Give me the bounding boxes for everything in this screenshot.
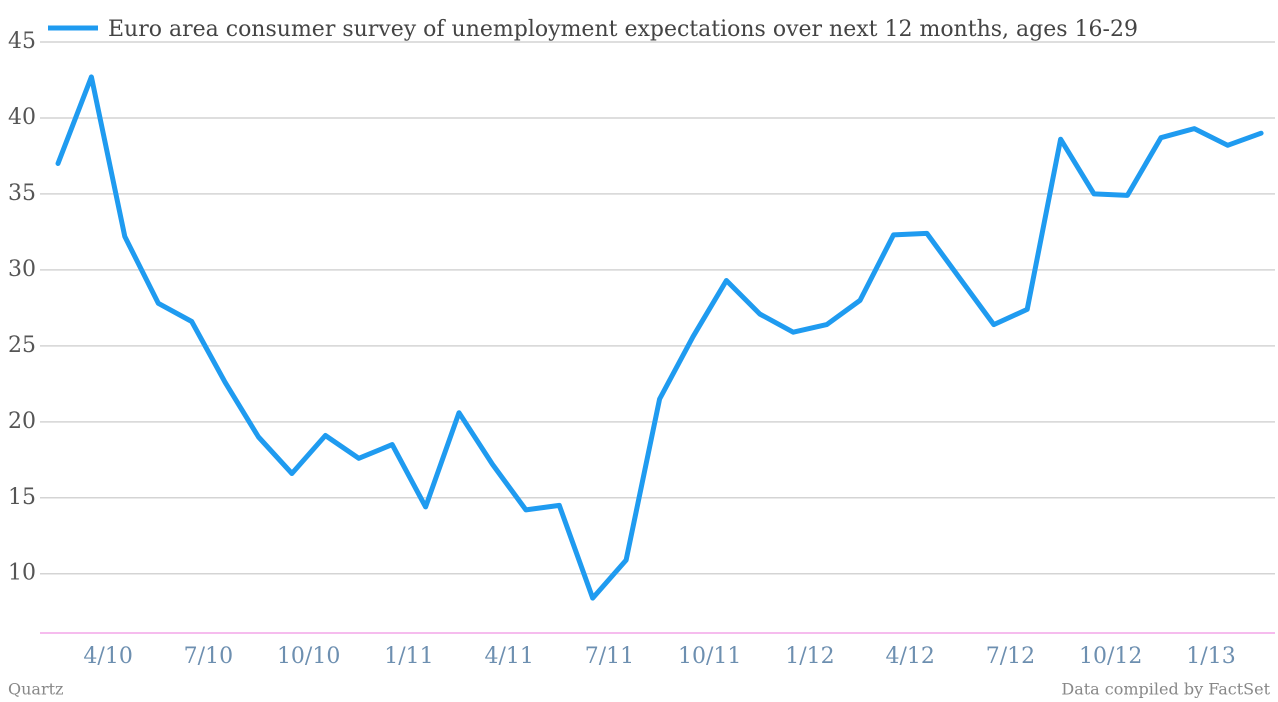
x-tick-label: 10/12: [1079, 644, 1142, 669]
x-tick-label: 4/10: [83, 644, 132, 669]
x-tick-label: 7/11: [585, 644, 634, 669]
y-tick-label: 10: [8, 561, 36, 586]
x-tick-label: 10/10: [277, 644, 340, 669]
y-tick-label: 20: [8, 409, 36, 434]
x-tick-label: 1/12: [785, 644, 834, 669]
y-tick-label: 30: [8, 257, 36, 282]
data-line: [55, 74, 1264, 601]
legend-label: Euro area consumer survey of unemploymen…: [108, 17, 1138, 42]
x-tick-label: 1/13: [1186, 644, 1235, 669]
x-tick-label: 7/10: [184, 644, 233, 669]
x-tick-label: 1/11: [384, 644, 433, 669]
x-tick-label: 4/11: [484, 644, 533, 669]
y-tick-label: 45: [8, 29, 36, 54]
x-tick-label: 4/12: [886, 644, 935, 669]
y-tick-label: 25: [8, 333, 36, 358]
x-tick-label: 10/11: [678, 644, 741, 669]
y-tick-label: 35: [8, 181, 36, 206]
source-left: Quartz: [8, 680, 63, 699]
source-right: Data compiled by FactSet: [1061, 680, 1270, 699]
y-tick-label: 40: [8, 105, 36, 130]
y-tick-label: 15: [8, 485, 36, 510]
x-tick-label: 7/12: [986, 644, 1035, 669]
